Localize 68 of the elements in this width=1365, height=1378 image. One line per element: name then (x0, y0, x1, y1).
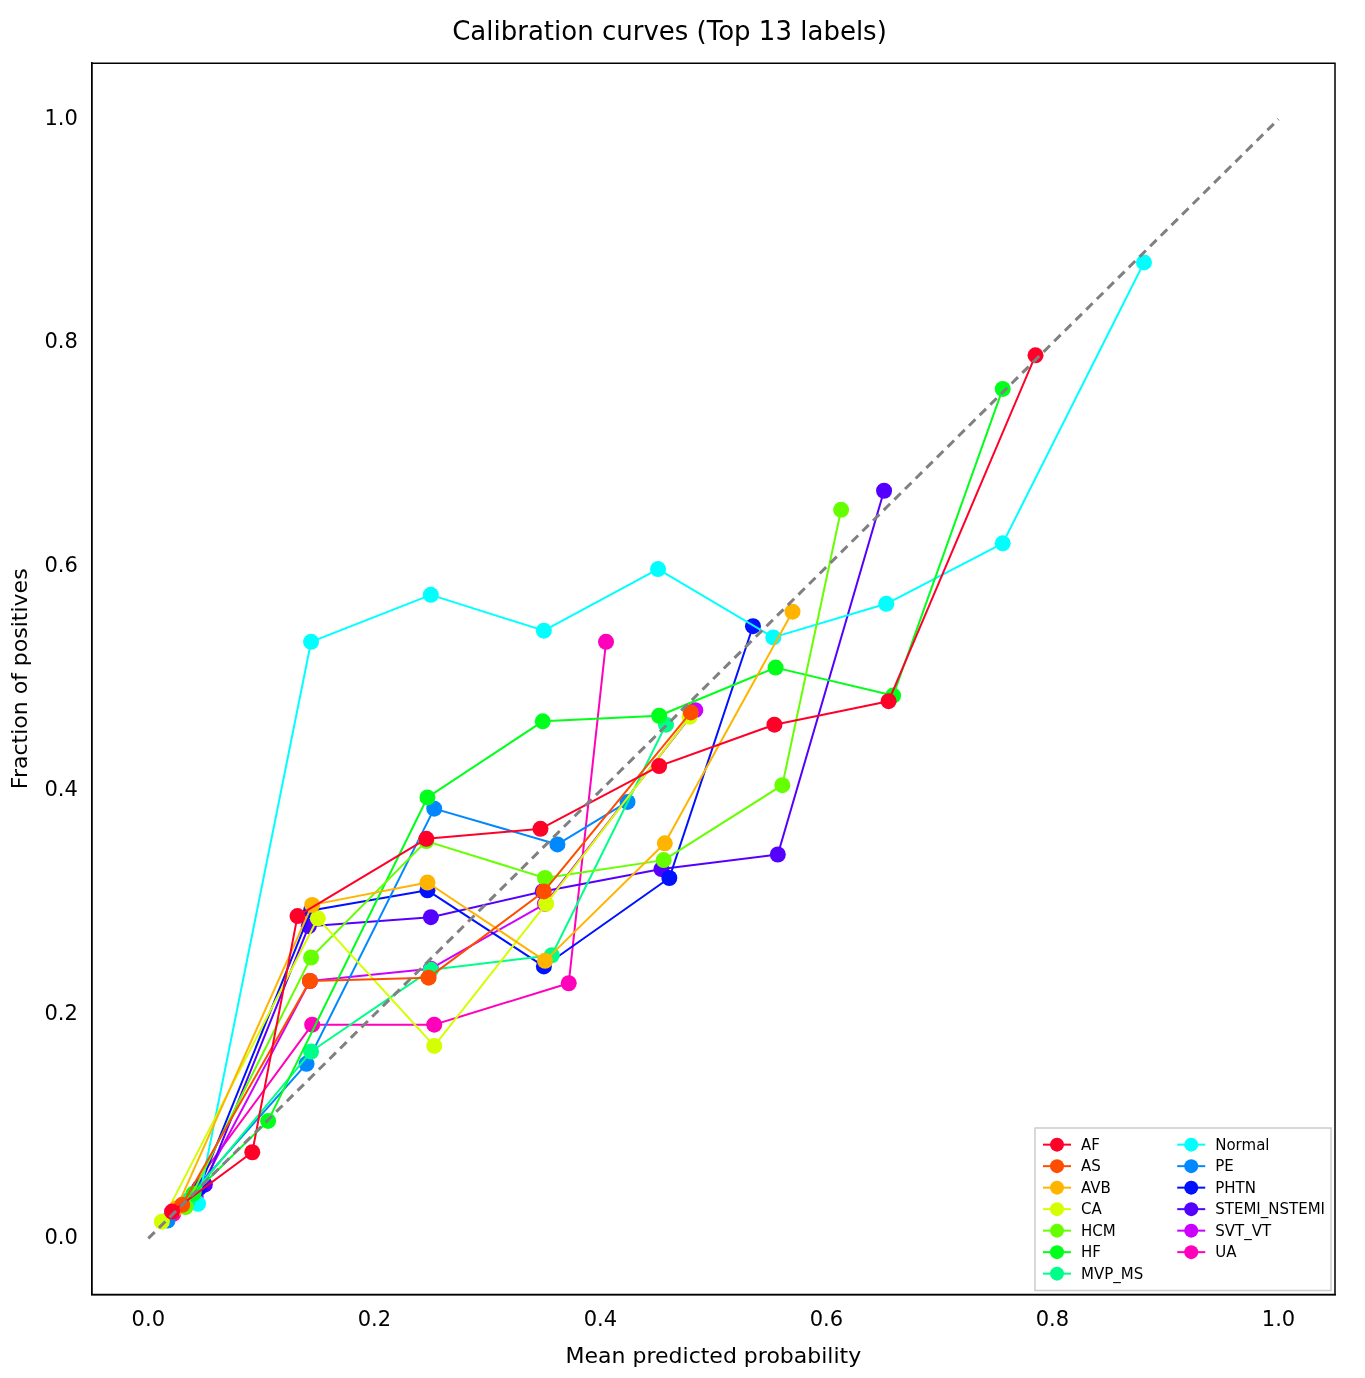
point (419, 789, 436, 806)
legend-label: PHTN (1215, 1178, 1256, 1197)
point (769, 846, 786, 863)
legend-label: UA (1215, 1243, 1238, 1262)
point (532, 820, 549, 837)
point (426, 800, 443, 817)
legend-label: HCM (1081, 1221, 1116, 1240)
legend-label: AS (1081, 1157, 1101, 1176)
point (774, 777, 791, 794)
point (784, 603, 801, 620)
point (598, 633, 615, 650)
point (537, 952, 553, 969)
point (303, 633, 320, 650)
point (549, 836, 566, 853)
y-tick-label: 0.6 (44, 553, 78, 578)
point (650, 561, 667, 578)
point (651, 707, 668, 724)
point (878, 595, 895, 612)
legend-label: AVB (1081, 1178, 1111, 1197)
point (537, 870, 553, 887)
point (766, 716, 783, 733)
x-tick-label: 0.8 (1035, 1307, 1070, 1332)
point (420, 969, 437, 986)
point (303, 1043, 320, 1060)
x-axis-title: Mean predicted probability (565, 1342, 862, 1368)
point (426, 1016, 443, 1033)
y-tick-label: 0.0 (44, 1224, 78, 1249)
x-tick-label: 0.6 (809, 1307, 844, 1332)
point (309, 910, 326, 927)
x-tick-label: 1.0 (1261, 1307, 1296, 1332)
point (661, 870, 678, 887)
y-axis-title: Fraction of positives (6, 568, 32, 790)
legend-label: CA (1081, 1200, 1103, 1219)
legend-label: AF (1081, 1135, 1100, 1154)
chart-title: Calibration curves (Top 13 labels) (452, 16, 887, 47)
point (419, 874, 436, 891)
legend-label: MVP_MS (1081, 1264, 1144, 1284)
y-tick-label: 0.8 (44, 329, 78, 354)
point (560, 975, 577, 992)
point (876, 482, 893, 499)
x-tick-label: 0.0 (131, 1307, 166, 1332)
point (682, 704, 699, 721)
point (880, 693, 897, 710)
y-tick-label: 1.0 (44, 105, 78, 130)
legend-label: SVT_VT (1215, 1221, 1272, 1241)
point (767, 659, 784, 676)
point (422, 586, 439, 603)
point (994, 535, 1011, 552)
point (833, 501, 850, 518)
y-tick-label: 0.4 (44, 777, 78, 802)
legend-label: Normal (1215, 1135, 1270, 1154)
point (651, 758, 668, 775)
legend-label: PE (1215, 1157, 1234, 1176)
point (535, 622, 552, 639)
x-tick-label: 0.2 (357, 1307, 392, 1332)
point (303, 949, 320, 966)
point (1136, 254, 1152, 271)
point (426, 1037, 443, 1054)
point (422, 909, 439, 926)
point (655, 852, 672, 869)
point (534, 713, 551, 730)
y-tick-label: 0.2 (44, 1001, 78, 1026)
x-tick-label: 0.4 (583, 1307, 618, 1332)
legend-label: STEMI_NSTEMI (1215, 1200, 1326, 1220)
point (289, 908, 306, 925)
point (656, 835, 673, 852)
point (244, 1144, 261, 1161)
legend-label: HF (1081, 1243, 1101, 1262)
